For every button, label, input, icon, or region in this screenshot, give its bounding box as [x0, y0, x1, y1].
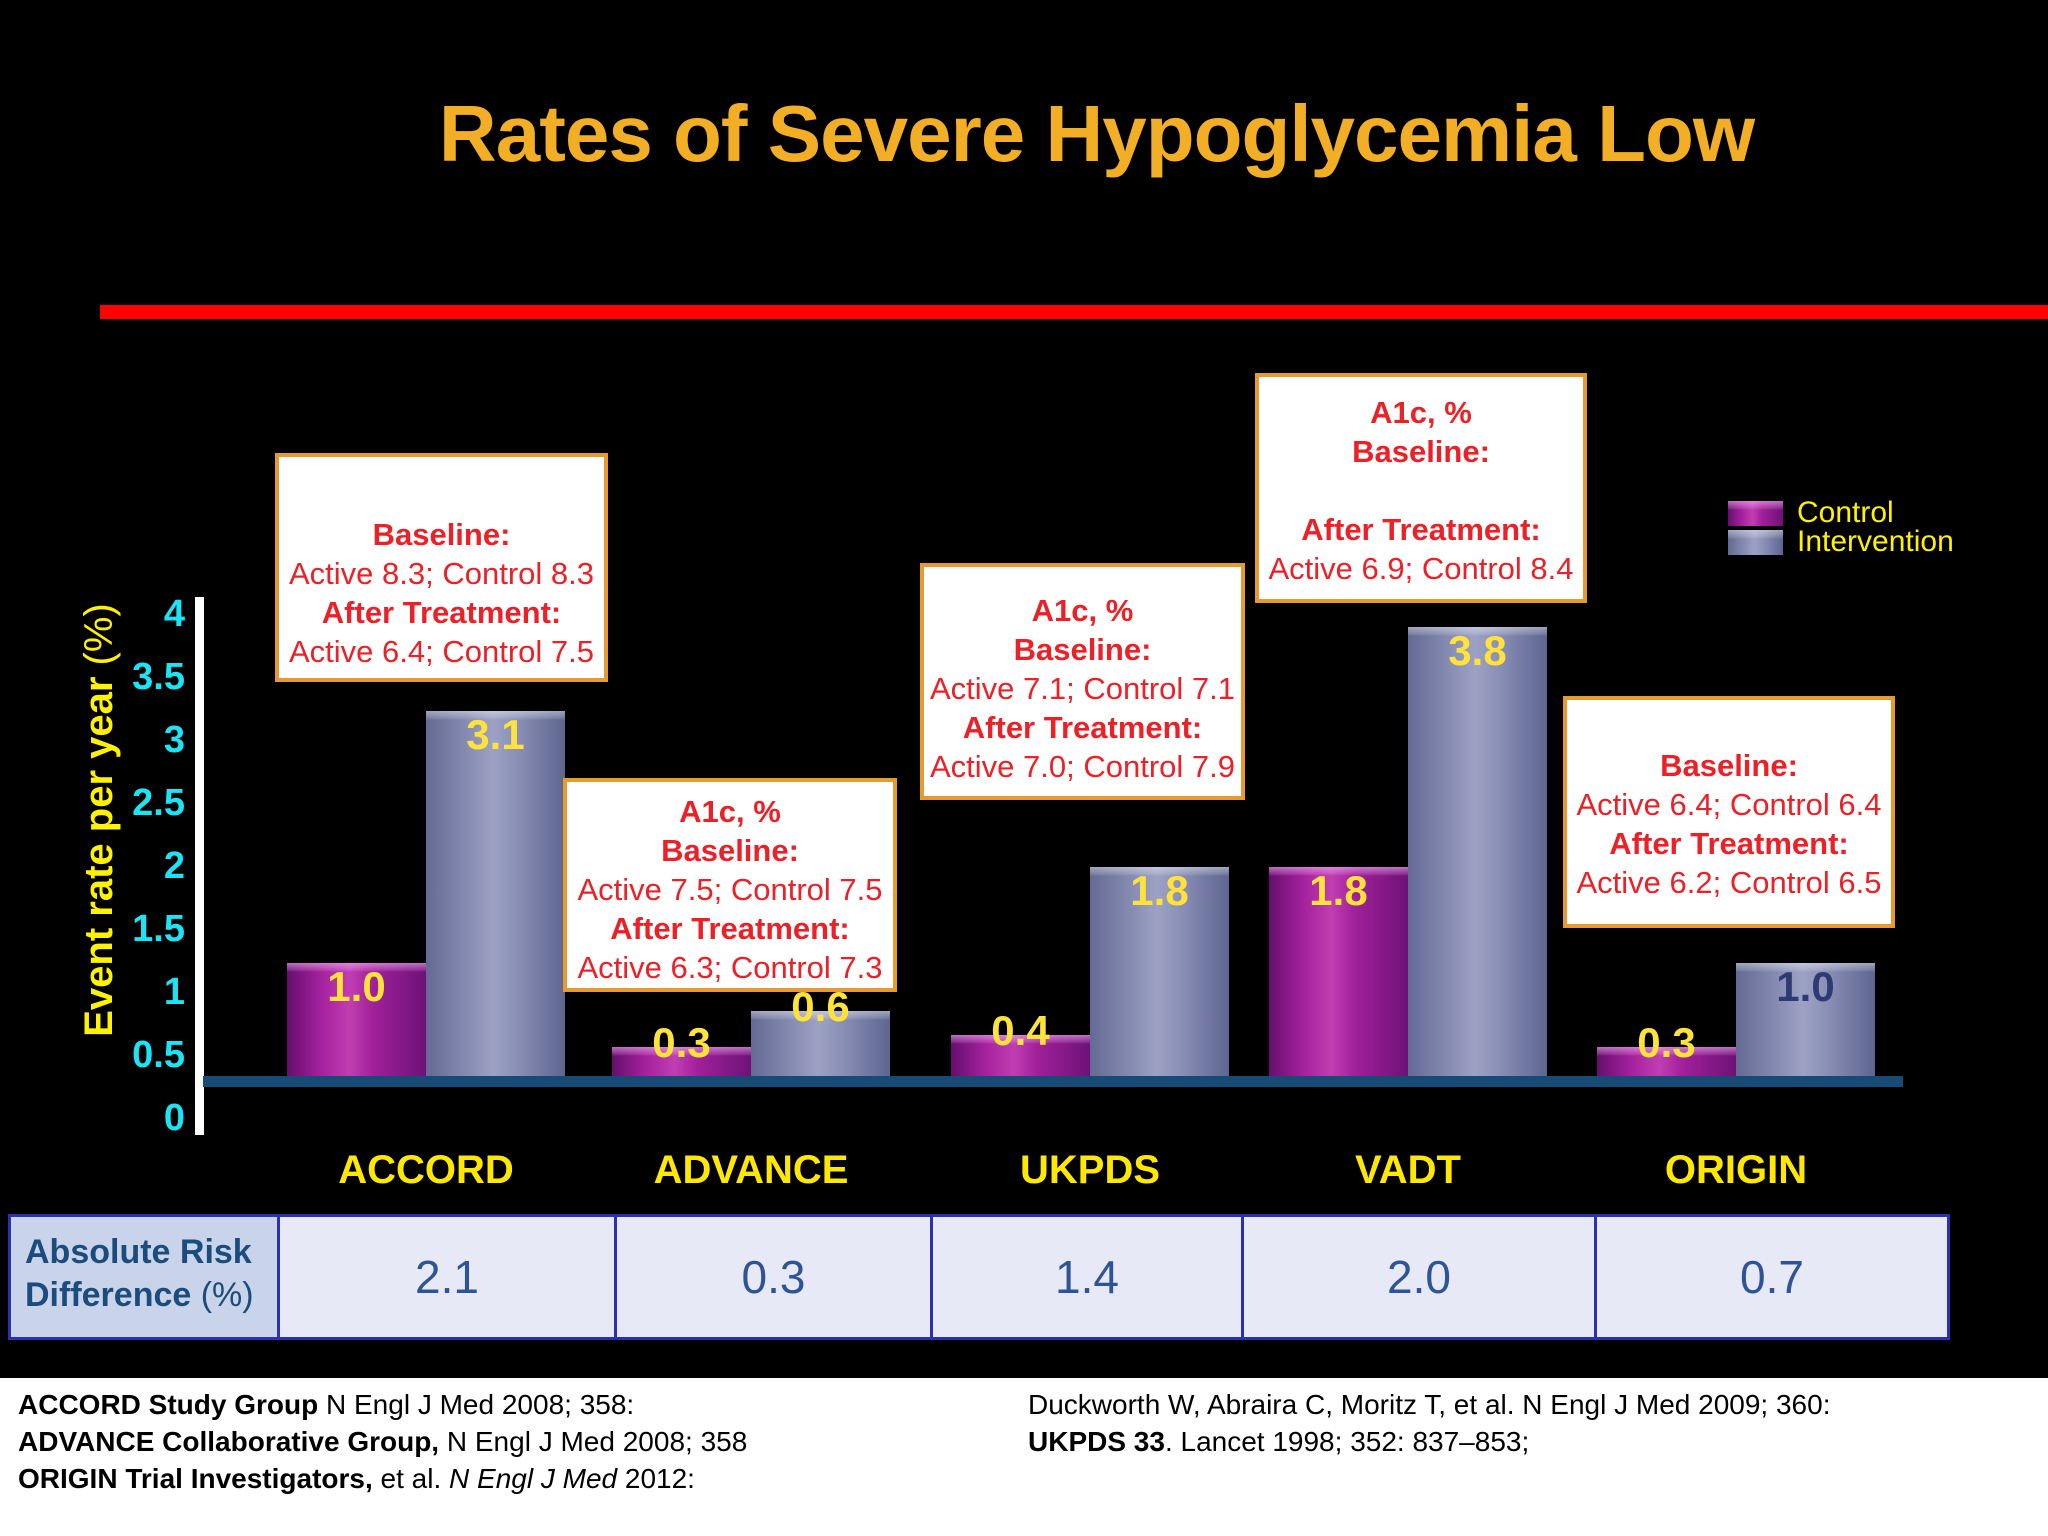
references-right-column: Duckworth W, Abraira C, Moritz T, et al.… [1028, 1386, 1830, 1460]
callout-line: After Treatment: [610, 911, 850, 946]
legend-swatch-control [1728, 500, 1783, 526]
bar-control-accord [287, 963, 426, 1083]
table-value-vadt: 2.0 [1244, 1214, 1597, 1340]
y-tick-4: 4 [163, 593, 185, 635]
references-footer: ACCORD Study Group N Engl J Med 2008; 35… [0, 1378, 2048, 1536]
bar-value-intervention-ukpds: 1.8 [1130, 867, 1189, 914]
callout-line: Active 7.5; Control 7.5 [577, 872, 883, 907]
table-row-header: Absolute Risk Difference (%) [8, 1214, 280, 1340]
reference-line: ACCORD Study Group N Engl J Med 2008; 35… [18, 1389, 635, 1420]
callout-line: Active 6.9; Control 8.4 [1268, 551, 1574, 586]
callout-line [1259, 471, 1583, 510]
y-tick-3.5: 3.5 [132, 656, 185, 698]
y-tick-1: 1 [163, 971, 185, 1013]
callout-line: A1c, % [679, 794, 781, 829]
callout-accord: Baseline: Active 8.3; Control 8.3 After Tr… [275, 453, 608, 682]
callout-line: A1c, % [1031, 593, 1134, 628]
bar-value-control-vadt: 1.8 [1309, 867, 1368, 914]
legend-swatch-intervention [1728, 529, 1783, 555]
bar-control-ukpds [951, 1035, 1090, 1083]
callout-line: Baseline: [1660, 748, 1798, 783]
callout-line: Baseline: [372, 517, 511, 552]
legend-label-control: Control [1797, 496, 1894, 529]
category-label-advance: ADVANCE [653, 1148, 849, 1192]
table-value-ukpds: 1.4 [933, 1214, 1244, 1340]
bar-value-control-advance: 0.3 [652, 1019, 711, 1066]
callout-origin: Baseline: Active 6.4; Control 6.4 After Tr… [1563, 696, 1895, 928]
y-axis-line [195, 597, 204, 1135]
bar-control-vadt [1269, 867, 1408, 1083]
callout-line: After Treatment: [962, 710, 1203, 745]
category-label-ukpds: UKPDS [1019, 1148, 1161, 1192]
y-tick-2.5: 2.5 [132, 782, 185, 824]
category-label-accord: ACCORD [338, 1148, 514, 1192]
y-tick-0.5: 0.5 [132, 1034, 185, 1076]
bar-value-intervention-accord: 3.1 [466, 711, 525, 758]
callout-line: Baseline: [1352, 434, 1490, 469]
table-header-line1: Absolute Risk [25, 1233, 252, 1271]
bar-value-intervention-origin: 1.0 [1776, 963, 1835, 1010]
legend-label-intervention: Intervention [1797, 525, 1954, 558]
category-label-origin: ORIGIN [1664, 1148, 1808, 1192]
bar-intervention-ukpds [1090, 867, 1229, 1083]
callout-ukpds: A1c, % Baseline: Active 7.1; Control 7.1 Af… [920, 563, 1245, 800]
table-value-origin: 0.7 [1597, 1214, 1950, 1340]
callout-line: Active 6.4; Control 6.4 [1576, 787, 1882, 822]
callout-line: Active 8.3; Control 8.3 [289, 556, 594, 591]
bar-value-control-origin: 0.3 [1637, 1019, 1696, 1066]
callout-line: Baseline: [1013, 632, 1152, 667]
table-header-unit: (%) [191, 1276, 254, 1314]
table-value-accord: 2.1 [280, 1214, 617, 1340]
references-left-column: ACCORD Study Group N Engl J Med 2008; 35… [18, 1386, 747, 1497]
callout-line: Active 6.2; Control 6.5 [1576, 865, 1882, 900]
y-tick-3: 3 [163, 719, 185, 761]
bar-intervention-origin [1736, 963, 1875, 1083]
reference-line: ORIGIN Trial Investigators, et al. N Eng… [18, 1463, 695, 1494]
reference-line: Duckworth W, Abraira C, Moritz T, et al.… [1028, 1389, 1831, 1420]
bar-value-control-ukpds: 0.4 [991, 1007, 1050, 1054]
bar-value-intervention-vadt: 3.8 [1448, 627, 1507, 674]
title-divider-line [100, 305, 2048, 319]
callout-line: A1c, % [1370, 395, 1472, 430]
reference-line: ADVANCE Collaborative Group, N Engl J Me… [18, 1426, 748, 1457]
bar-intervention-accord [426, 711, 565, 1083]
bar-intervention-advance [751, 1011, 890, 1083]
callout-line: Baseline: [661, 833, 799, 868]
y-tick-1.5: 1.5 [132, 908, 185, 950]
y-tick-0: 0 [163, 1097, 185, 1139]
callout-line: Active 6.4; Control 7.5 [289, 634, 594, 669]
legend-item-intervention: Intervention [1728, 527, 1954, 557]
callout-advance: A1c, % Baseline: Active 7.5; Control 7.5 Af… [563, 778, 897, 992]
callout-line: After Treatment: [1609, 826, 1849, 861]
reference-line: UKPDS 33. Lancet 1998; 352: 837–853; [1028, 1426, 1530, 1457]
table-value-advance: 0.3 [617, 1214, 933, 1340]
callout-line: After Treatment: [321, 595, 562, 630]
callout-vadt: A1c, % Baseline: After Treatment: Active 6… [1255, 373, 1587, 603]
callout-line: Active 7.1; Control 7.1 [930, 671, 1235, 706]
chart-baseline [203, 1076, 1903, 1087]
y-tick-2: 2 [163, 845, 185, 887]
table-header-line2: Difference (%) [25, 1276, 254, 1314]
legend-item-control: Control [1728, 498, 1894, 528]
slide-title: Rates of Severe Hypoglycemia Low [438, 89, 1755, 178]
callout-line: Active 7.0; Control 7.9 [930, 749, 1235, 784]
callout-line: After Treatment: [1301, 512, 1541, 547]
bar-value-control-accord: 1.0 [327, 963, 386, 1010]
callout-line: Active 6.3; Control 7.3 [577, 950, 883, 985]
category-label-vadt: VADT [1355, 1148, 1461, 1192]
bar-intervention-vadt [1408, 627, 1547, 1083]
